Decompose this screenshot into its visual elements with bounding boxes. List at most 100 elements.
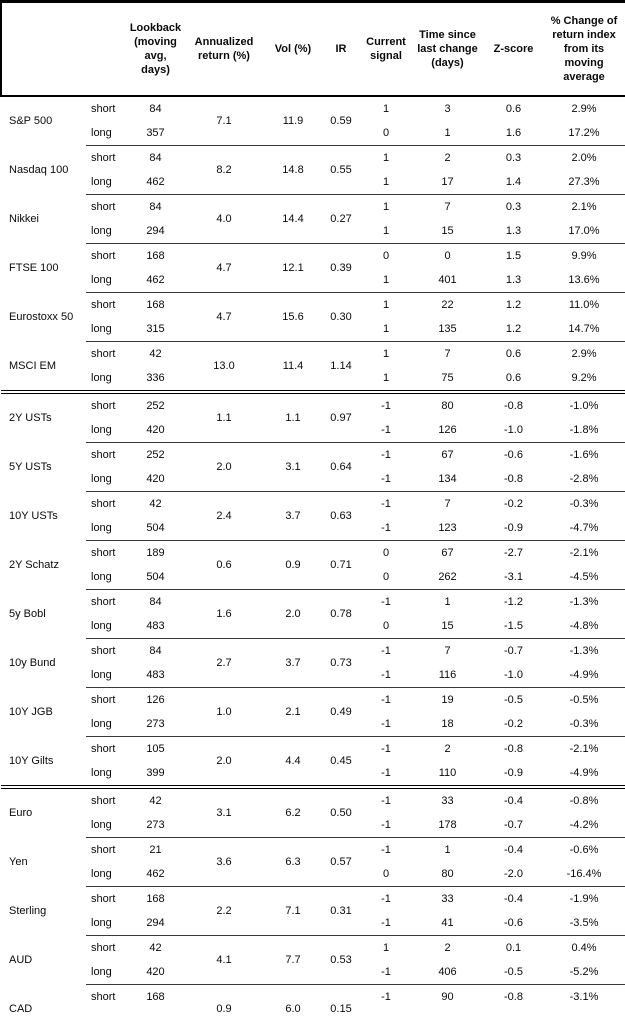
table-row-short: 2Y USTs short 252 1.1 1.1 0.97 -1 80 -0.8 -1.0% bbox=[1, 390, 625, 443]
lookback-value: 273 bbox=[146, 718, 165, 730]
current-signal-value: -1 bbox=[361, 491, 411, 516]
time-since-change-value: 19 bbox=[411, 687, 484, 712]
pct-change-value: 17.0% bbox=[568, 225, 600, 237]
table-row-short: 10Y USTs short 42 2.4 3.7 0.63 -1 7 -0.2 -0.3% bbox=[1, 491, 625, 541]
side-label-short: short bbox=[86, 935, 128, 960]
ir-value: 0.53 bbox=[321, 935, 361, 985]
asset-name: Euro bbox=[1, 785, 86, 838]
current-signal-value: -1 bbox=[381, 424, 391, 436]
z-score-value: 0.6 bbox=[505, 372, 522, 384]
current-signal-value: -1 bbox=[381, 917, 391, 929]
z-score-value: 1.3 bbox=[505, 274, 522, 286]
side-label-short: short bbox=[86, 984, 128, 1009]
side-label-long: long bbox=[91, 718, 112, 730]
z-score-value: -1.2 bbox=[484, 589, 543, 614]
pct-change-value: -4.2% bbox=[569, 819, 599, 831]
side-label-long: long bbox=[91, 819, 112, 831]
asset-name: FTSE 100 bbox=[9, 262, 59, 274]
current-signal-value: -1 bbox=[361, 984, 411, 1009]
side-label-long: long bbox=[91, 966, 112, 978]
z-score-value: 1.2 bbox=[505, 323, 522, 335]
table-row-long: long 315 1 135 1.2 14.7% bbox=[1, 317, 625, 342]
z-score-value: -0.2 bbox=[504, 718, 523, 730]
current-signal-value: 1 bbox=[361, 292, 411, 317]
time-since-change-value: 406 bbox=[438, 966, 457, 978]
table-row-short: 5Y USTs short 252 2.0 3.1 0.64 -1 67 -0.6 -1.6% bbox=[1, 442, 625, 492]
pct-change-value: -4.8% bbox=[569, 620, 599, 632]
z-score-value: -1.0 bbox=[504, 669, 523, 681]
z-score-value: 0.3 bbox=[484, 145, 543, 170]
side-label-long: long bbox=[91, 868, 112, 880]
lookback-value: 357 bbox=[146, 127, 165, 139]
z-score-value: -0.8 bbox=[484, 736, 543, 761]
lookback-value: 168 bbox=[128, 886, 183, 911]
pct-change-value: -4.9% bbox=[569, 669, 599, 681]
current-signal-value: 0 bbox=[382, 127, 390, 139]
current-signal-value: 0 bbox=[361, 540, 411, 565]
annualized-return-value: 4.7 bbox=[183, 243, 265, 293]
current-signal-value: -1 bbox=[381, 522, 391, 534]
current-signal-value: 1 bbox=[382, 176, 390, 188]
z-score-value: -0.8 bbox=[484, 984, 543, 1009]
asset-name: Yen bbox=[9, 856, 28, 868]
table-row-short: Nasdaq 100 short 84 8.2 14.8 0.55 1 2 0.3 2.0% bbox=[1, 145, 625, 195]
ir-value: 0.78 bbox=[321, 589, 361, 639]
side-label-short: short bbox=[86, 243, 128, 268]
side-label-long: long bbox=[91, 620, 112, 632]
annualized-return-value: 4.0 bbox=[183, 194, 265, 244]
col-header-annualized-return: Annualized return (%) bbox=[183, 1, 265, 97]
ir-value: 1.14 bbox=[321, 341, 361, 392]
vol-value: 7.7 bbox=[265, 935, 321, 985]
side-label-short: short bbox=[91, 103, 116, 115]
ir-value: 0.45 bbox=[321, 736, 361, 787]
asset-name: S&P 500 bbox=[9, 115, 53, 128]
side-label-short: short bbox=[86, 736, 128, 761]
table-row-long: long 294 -1 41 -0.6 -3.5% bbox=[1, 911, 625, 936]
table-row-short: MSCI EM short 42 13.0 11.4 1.14 1 7 0.6 2.9% bbox=[1, 341, 625, 392]
lookback-value: 483 bbox=[146, 620, 165, 632]
table-row-long: long 483 0 15 -1.5 -4.8% bbox=[1, 614, 625, 639]
asset-name: Eurostoxx 50 bbox=[9, 311, 74, 323]
asset-name: CAD bbox=[9, 1002, 33, 1015]
z-score-value: 1.5 bbox=[484, 243, 543, 268]
pct-change-value: -4.5% bbox=[569, 571, 599, 583]
side-label-short: short bbox=[86, 886, 128, 911]
lookback-value: 252 bbox=[128, 390, 183, 418]
current-signal-value: 0 bbox=[382, 571, 390, 583]
vol-value: 6.0 bbox=[265, 984, 321, 1016]
current-signal-value: -1 bbox=[361, 390, 411, 418]
vol-value: 6.3 bbox=[265, 837, 321, 887]
time-since-change-value: 1 bbox=[411, 589, 484, 614]
z-score-value: 0.1 bbox=[484, 935, 543, 960]
time-since-change-value: 80 bbox=[411, 390, 484, 418]
z-score-value: -0.8 bbox=[504, 473, 523, 485]
current-signal-value: 1 bbox=[361, 145, 411, 170]
time-since-change-value: 178 bbox=[438, 819, 457, 831]
annualized-return-value: 1.0 bbox=[183, 687, 265, 737]
ir-value: 0.64 bbox=[321, 442, 361, 492]
z-score-value: -0.8 bbox=[484, 390, 543, 418]
ir-value: 0.55 bbox=[321, 145, 361, 195]
z-score-value: -0.5 bbox=[484, 687, 543, 712]
time-since-change-value: 2 bbox=[411, 145, 484, 170]
z-score-value: -0.9 bbox=[504, 522, 523, 534]
z-score-value: 0.6 bbox=[505, 103, 522, 115]
z-score-value: -3.1 bbox=[504, 571, 523, 583]
table-row-long: long 294 1 15 1.3 17.0% bbox=[1, 219, 625, 244]
pct-change-value: -4.7% bbox=[569, 522, 599, 534]
z-score-value: -0.9 bbox=[504, 767, 523, 779]
z-score-value: -0.7 bbox=[504, 819, 523, 831]
time-since-change-value: 15 bbox=[441, 620, 454, 632]
time-since-change-value: 18 bbox=[441, 718, 454, 730]
pct-change-value: -3.5% bbox=[569, 917, 599, 929]
pct-change-value: 27.3% bbox=[568, 176, 600, 188]
time-since-change-value: 1 bbox=[411, 837, 484, 862]
annualized-return-value: 8.2 bbox=[183, 145, 265, 195]
time-since-change-value: 67 bbox=[411, 540, 484, 565]
table-row-short: 10y Bund short 84 2.7 3.7 0.73 -1 7 -0.7 -1.3% bbox=[1, 638, 625, 688]
current-signal-value: -1 bbox=[381, 718, 391, 730]
time-since-change-value: 401 bbox=[438, 274, 457, 286]
pct-change-value: 14.7% bbox=[568, 323, 600, 335]
current-signal-value: -1 bbox=[381, 966, 391, 978]
time-since-change-value: 0 bbox=[411, 243, 484, 268]
